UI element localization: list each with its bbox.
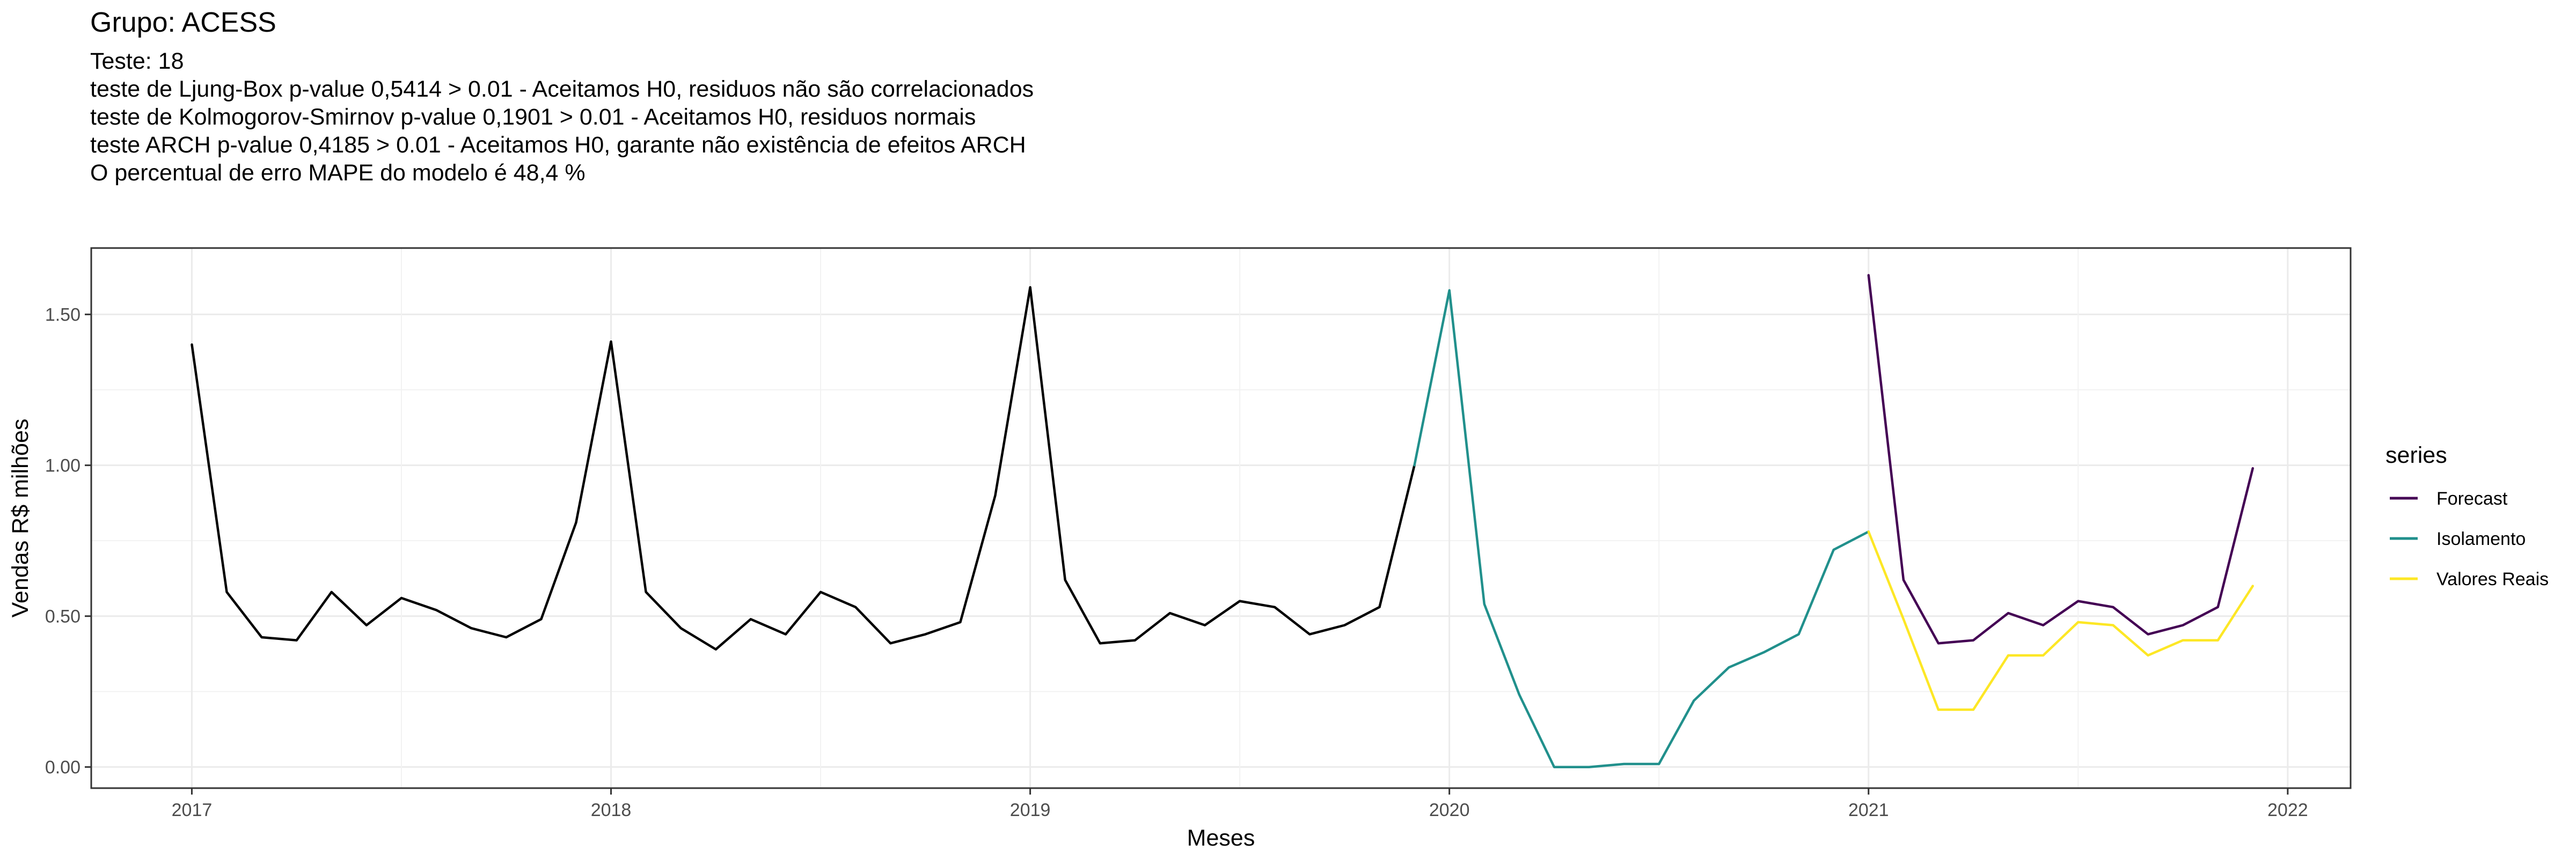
subtitle-line-ljung-box: teste de Ljung-Box p-value 0,5414 > 0.01…	[90, 76, 1034, 102]
x-tick-label: 2022	[2267, 800, 2308, 820]
series-line-valores-reais	[1867, 530, 2254, 711]
chart-title: Grupo: ACESS	[90, 7, 276, 38]
x-tick-label: 2020	[1429, 800, 1470, 820]
history-line	[191, 286, 1416, 651]
x-tick-label: 2019	[1010, 800, 1051, 820]
grid	[91, 248, 2351, 788]
y-axis-title: Vendas R$ milhões	[8, 419, 33, 618]
plot-panel-border	[90, 247, 2352, 789]
x-tick-label: 2021	[1848, 800, 1889, 820]
series-line-forecast	[1867, 274, 2254, 645]
x-axis-title: Meses	[1187, 825, 1255, 851]
legend-label-isolamento: Isolamento	[2436, 529, 2526, 549]
legend-title: series	[2385, 442, 2447, 468]
x-tick-label: 2017	[172, 800, 213, 820]
y-tick-label: 1.00	[45, 456, 80, 476]
x-tick-label: 2018	[591, 800, 632, 820]
y-tick-label: 0.50	[45, 607, 80, 627]
y-tick-label: 1.50	[45, 305, 80, 325]
y-tick-label: 0.00	[45, 758, 80, 778]
legend-label-valores-reais: Valores Reais	[2436, 569, 2549, 589]
legend: series Forecast Isolamento Valores Reais	[2385, 442, 2549, 589]
subtitle-line-test-number: Teste: 18	[90, 48, 184, 74]
plot-panel	[91, 248, 2351, 788]
axes: 0.00 0.50 1.00 1.50 2017 2018 2019 2020 2021 2022…	[8, 305, 2308, 851]
subtitle-line-arch: teste ARCH p-value 0,4185 > 0.01 - Aceit…	[90, 132, 1026, 158]
series-lines	[191, 274, 2254, 768]
chart-subtitle: Teste: 18 teste de Ljung-Box p-value 0,5…	[90, 47, 1034, 187]
series-line-isolamento	[1413, 289, 1870, 768]
subtitle-line-kolmogorov-smirnov: teste de Kolmogorov-Smirnov p-value 0,19…	[90, 104, 976, 130]
legend-label-forecast: Forecast	[2436, 489, 2508, 509]
subtitle-line-mape: O percentual de erro MAPE do modelo é 48…	[90, 160, 586, 186]
